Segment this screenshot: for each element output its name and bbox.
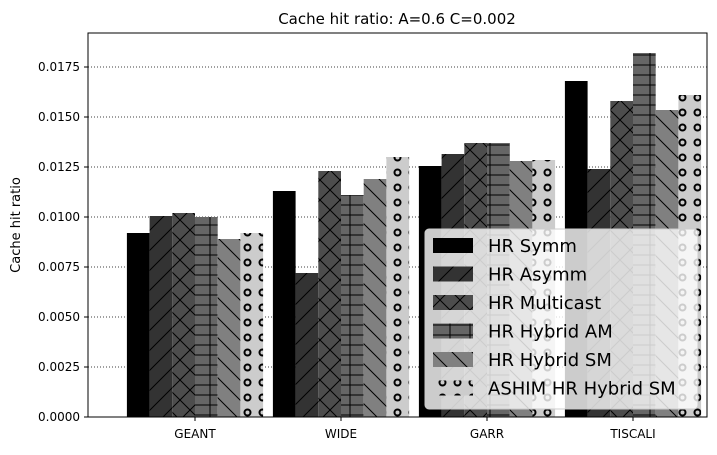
x-axis-ticks: GEANT WIDE GARR TISCALI [174,417,656,441]
bar-hr-hybrid-am-wide [341,195,364,417]
y-tick-label: 0.0125 [38,160,80,174]
bar-ashim-hr-hybrid-sm-geant [240,233,264,417]
y-tick-label: 0.0050 [38,310,80,324]
y-tick-label: 0.0000 [38,410,80,424]
bar-hr-symm-geant [126,233,150,417]
y-tick-label: 0.0175 [38,60,80,74]
legend-label: ASHIM HR Hybrid SM [488,379,676,400]
y-tick-label: 0.0100 [38,210,80,224]
legend-swatch [433,380,473,396]
y-axis-label: Cache hit ratio [9,177,24,273]
x-tick-label: WIDE [325,427,357,441]
x-tick-label: GEANT [174,427,216,441]
legend: HR Symm HR Asymm HR Multicast HR Hybrid AM H… [424,228,699,410]
legend-swatch [433,352,473,367]
legend-swatch [433,295,473,310]
bar-hr-asymm-geant [149,216,173,417]
bar-hr-hybrid-sm-wide [363,179,387,417]
legend-swatch [433,323,473,339]
bar-hr-multicast-wide [318,171,341,417]
x-tick-label: TISCALI [609,427,655,441]
y-tick-label: 0.0025 [38,360,80,374]
bar-hr-multicast-geant [172,213,195,417]
legend-label: HR Hybrid AM [488,322,613,343]
legend-label: HR Symm [488,236,577,257]
bar-ashim-hr-hybrid-sm-wide [386,157,410,417]
bar-hr-hybrid-am-geant [195,217,218,417]
bar-hr-asymm-wide [295,273,319,417]
legend-label: HR Asymm [488,265,587,286]
legend-swatch [433,266,473,282]
legend-label: HR Hybrid SM [488,350,612,371]
bar-hr-hybrid-sm-geant [217,239,241,417]
bar-hr-symm-wide [272,191,296,417]
plot-frame [87,32,708,418]
y-tick-label: 0.0150 [38,110,80,124]
chart-title: Cache hit ratio: A=0.6 C=0.002 [278,10,516,28]
y-axis-ticks: 0.0000 0.0025 0.0050 0.0075 0.0100 0.0125 0.01… [38,60,88,424]
x-tick-label: GARR [470,427,504,441]
legend-box [424,228,699,410]
legend-label: HR Multicast [488,293,601,314]
y-tick-label: 0.0075 [38,260,80,274]
legend-swatch [433,238,473,253]
